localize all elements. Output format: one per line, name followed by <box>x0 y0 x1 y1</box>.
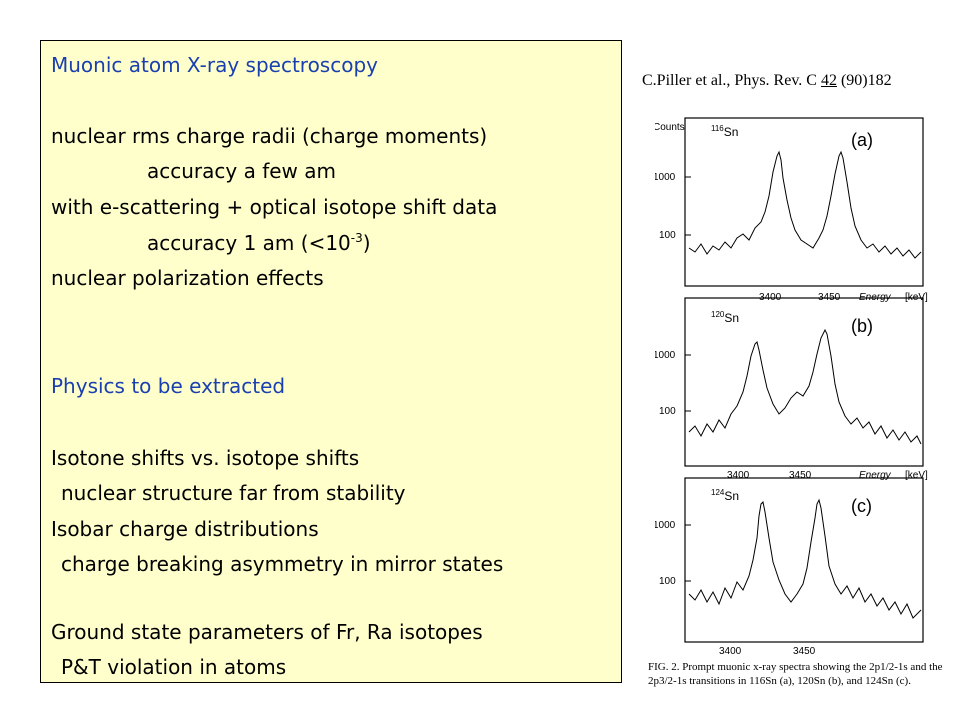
y-tick-label: 1000 <box>655 520 676 531</box>
spectrum-line <box>688 150 922 259</box>
citation-prefix: C.Piller et al., Phys. Rev. C <box>642 72 821 89</box>
x-tick-label: 3450 <box>793 646 816 656</box>
x-tick-label: 3400 <box>727 470 750 481</box>
text-line-part: charge breaking asymmetry in mirror stat… <box>61 552 504 576</box>
spectrum-panel-a: Counts 1000 100 116Sn (a) 3400 3450 Ener… <box>655 116 955 308</box>
superscript: -3 <box>350 231 363 245</box>
panel-label: (a) <box>851 130 873 150</box>
isotope-label: 120Sn <box>711 310 739 325</box>
text-line-part: ) <box>362 231 371 255</box>
text-box: Muonic atom X-ray spectroscopy nuclear r… <box>40 40 622 683</box>
spectrum-figure: Counts 1000 100 116Sn (a) 3400 3450 Ener… <box>655 117 928 303</box>
spectrum-figure: 1000 100 120Sn (b) 3400 3450 Energy [keV… <box>655 297 928 481</box>
figure-caption: FIG. 2. Prompt muonic x-ray spectra show… <box>648 661 943 687</box>
text-line: with e-scattering + optical isotope shif… <box>51 195 498 219</box>
spectrum-line <box>688 498 922 619</box>
text-line: nuclear structure far from stability <box>51 481 406 505</box>
x-axis-label: Energy <box>859 470 892 481</box>
text-line-part: accuracy 1 am (<10 <box>147 231 351 255</box>
citation-volume: 42 <box>820 72 837 89</box>
text-line: accuracy a few am <box>147 159 337 183</box>
text-line: accuracy 1 am (<10-3) <box>147 231 371 255</box>
panel-label: (b) <box>851 316 873 336</box>
y-tick-label: 100 <box>659 406 676 417</box>
isotope-label: 124Sn <box>711 488 739 503</box>
x-axis-unit: [keV] <box>905 470 928 481</box>
text-line: charge breaking asymmetry in mirror stat… <box>51 552 611 576</box>
x-tick-label: 3450 <box>789 470 812 481</box>
section-heading: Physics to be extracted <box>51 374 286 398</box>
x-tick-label: 3400 <box>719 646 742 656</box>
y-tick-label: 1000 <box>655 350 676 361</box>
text-line: Isotone shifts vs. isotope shifts <box>51 446 360 470</box>
citation-suffix: (90)182 <box>836 72 892 89</box>
y-tick-label: 100 <box>659 576 676 587</box>
text-line-part: nuclear structure far from stability <box>61 481 406 505</box>
text-line-part: P&T violation in atoms <box>61 655 287 679</box>
panel-label: (c) <box>851 496 872 516</box>
y-axis-label: Counts <box>655 122 685 133</box>
spectrum-panel-b: 1000 100 120Sn (b) 3400 3450 Energy [keV… <box>655 296 955 482</box>
text-line: P&T violation in atoms <box>51 655 286 679</box>
text-line: nuclear polarization effects <box>51 266 324 290</box>
citation: C.Piller et al., Phys. Rev. C 42 (90)182 <box>642 72 892 90</box>
spectrum-panel-c: 1000 100 124Sn (c) 3400 3450 <box>655 476 955 656</box>
spectrum-figure: 1000 100 124Sn (c) 3400 3450 <box>655 477 924 656</box>
text-line: Ground state parameters of Fr, Ra isotop… <box>51 620 483 644</box>
y-tick-label: 100 <box>659 230 676 241</box>
y-tick-label: 1000 <box>655 172 676 183</box>
spectrum-line <box>688 328 922 445</box>
isotope-label: 116Sn <box>711 124 738 139</box>
text-line: nuclear rms charge radii (charge moments… <box>51 124 488 148</box>
slide-title: Muonic atom X-ray spectroscopy <box>51 53 378 77</box>
text-line: Isobar charge distributions <box>51 517 319 541</box>
